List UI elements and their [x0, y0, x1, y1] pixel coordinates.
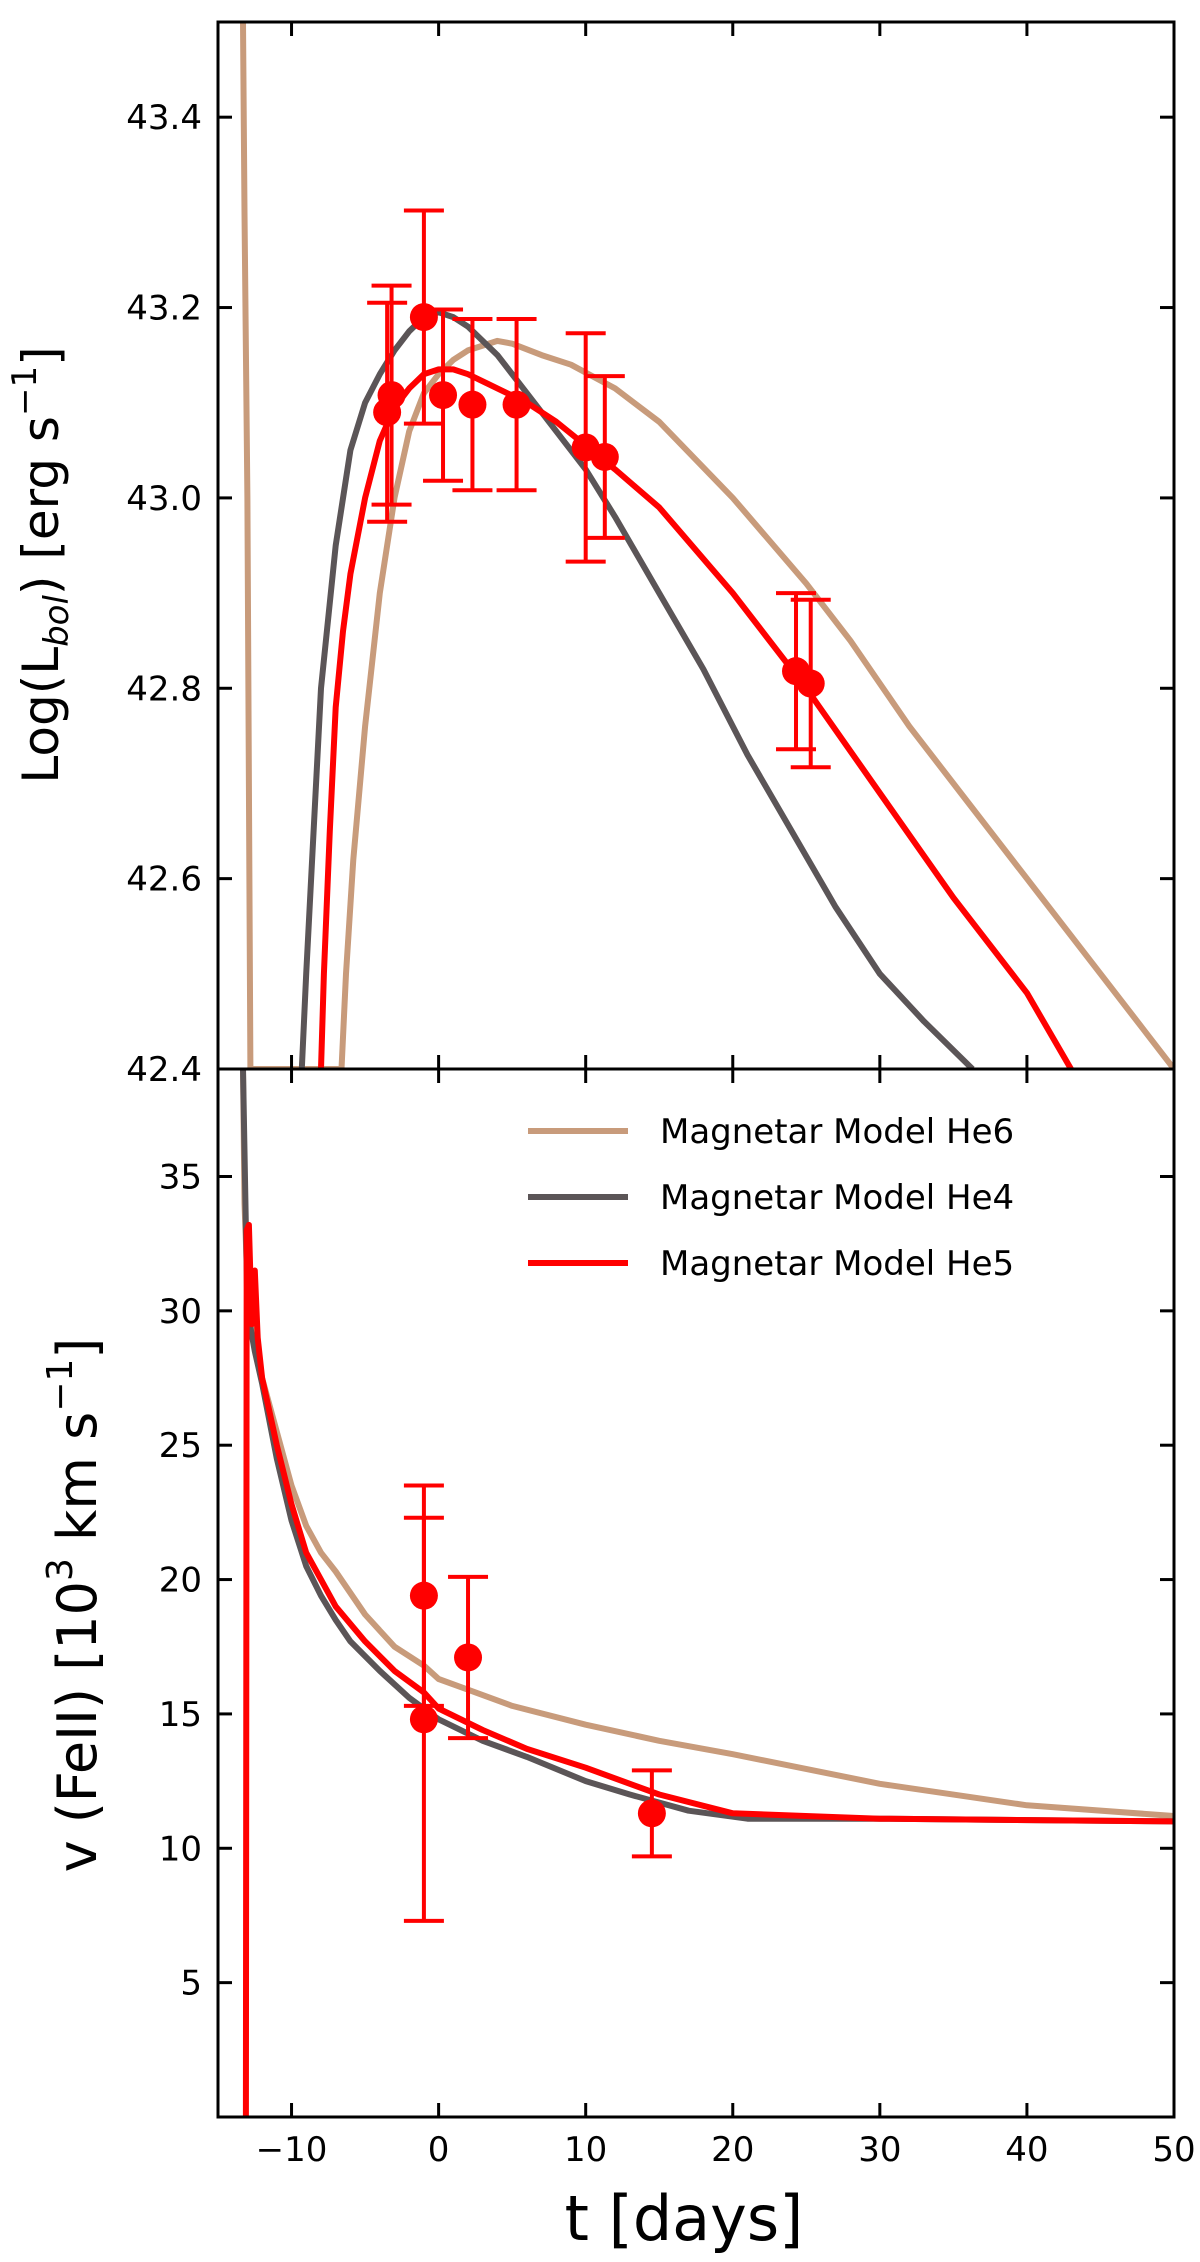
bottom-y-tick-label: 20: [159, 1561, 202, 1601]
top-y-tick-label: 42.4: [126, 1050, 202, 1090]
top-data-point: [796, 669, 825, 698]
bottom-y-tick-label: 10: [159, 1829, 202, 1869]
top-data-point: [429, 381, 458, 410]
top-y-tick-label: 43.2: [126, 289, 202, 329]
top-panel: 42.4 42.6 42.8 43.0 43.2 43.4 Log(Lbol) [erg …: [5, 22, 1176, 1090]
top-y-tick-label: 43.0: [126, 479, 202, 519]
top-series-he4: [298, 309, 975, 1069]
bottom-data-point: [454, 1643, 483, 1672]
top-y-tick-label: 42.6: [126, 860, 202, 900]
bottom-y-tick-label: 35: [159, 1157, 202, 1197]
bottom-y-tick-label: 25: [159, 1426, 202, 1466]
x-tick-label: 0: [428, 2130, 450, 2170]
legend-label-he4: Magnetar Model He4: [660, 1178, 1014, 1218]
top-y-axis-ticks: 42.4 42.6 42.8 43.0 43.2 43.4: [126, 22, 1176, 1090]
bottom-axis-ticks: 5 10 15 20 25 30 35 −10 0 10 20 30 40 50: [159, 1069, 1196, 2170]
top-data-point: [409, 303, 438, 332]
bottom-series-he5: [242, 1221, 1174, 2117]
top-data-point: [590, 442, 619, 471]
legend-label-he5: Magnetar Model He5: [660, 1244, 1014, 1284]
bottom-data-point: [409, 1705, 438, 1734]
bottom-y-tick-label: 30: [159, 1292, 202, 1332]
top-y-tick-label: 43.4: [126, 98, 202, 138]
x-tick-label: 10: [564, 2130, 607, 2170]
legend-label-he6: Magnetar Model He6: [660, 1112, 1014, 1152]
top-y-axis-title: Log(Lbol) [erg s−1]: [5, 346, 77, 783]
legend: Magnetar Model He6 Magnetar Model He4 Ma…: [528, 1112, 1014, 1284]
top-data-point: [377, 381, 406, 410]
x-tick-label: 30: [858, 2130, 901, 2170]
bottom-data-point: [637, 1799, 666, 1828]
x-tick-label: −10: [256, 2130, 328, 2170]
x-axis-title: t [days]: [565, 2182, 804, 2255]
bottom-y-tick-label: 5: [180, 1964, 202, 2004]
x-tick-label: 20: [711, 2130, 754, 2170]
bottom-y-axis-title: v (FeII) [103 km s−1]: [40, 1338, 109, 1873]
top-data-points: [367, 208, 831, 770]
top-data-point: [502, 390, 531, 419]
bottom-plot-area: [240, 1069, 1174, 2117]
top-y-tick-label: 42.8: [126, 669, 202, 709]
bottom-panel-frame: [216, 1067, 1176, 2119]
bottom-y-tick-label: 15: [159, 1695, 202, 1735]
bottom-panel: 5 10 15 20 25 30 35 −10 0 10 20 30 40 50 v (FeII) [10…: [40, 1069, 1196, 2255]
top-data-point: [458, 390, 487, 419]
top-series-he6: [240, 22, 1174, 1069]
x-tick-label: 50: [1152, 2130, 1195, 2170]
x-tick-label: 40: [1005, 2130, 1048, 2170]
bottom-data-points: [403, 1483, 672, 1923]
